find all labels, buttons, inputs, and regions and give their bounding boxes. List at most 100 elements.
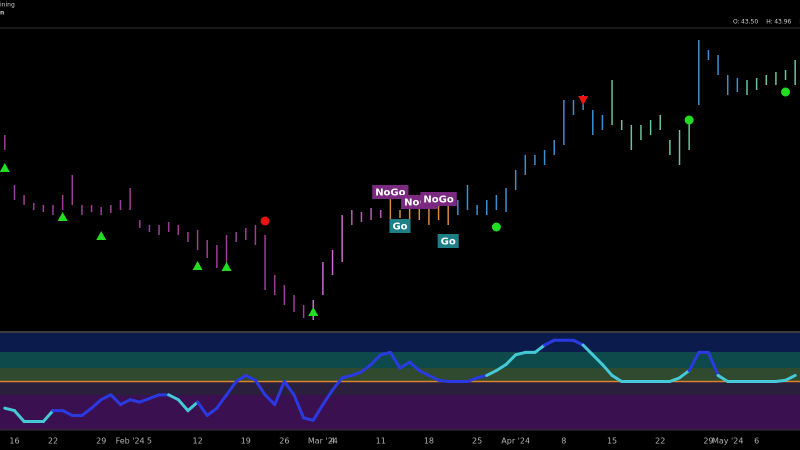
oscillator-segment: [128, 398, 142, 404]
oscillator-segment: [543, 338, 556, 347]
label-box: [389, 219, 411, 233]
oscillator-segment: [205, 406, 219, 417]
oscillator-segment: [12, 409, 26, 424]
signal-label: Go: [389, 219, 411, 233]
x-tick-label: 5: [147, 437, 152, 446]
x-tick-label: Mar '24: [308, 437, 338, 446]
oscillator-segment: [253, 378, 267, 397]
oscillator-segment: [379, 350, 392, 357]
symbol: ining: [0, 2, 15, 9]
x-tick-label: 22: [48, 437, 58, 446]
oscillator-segment: [41, 409, 55, 424]
oscillator-segment: [263, 393, 277, 407]
oscillator-segment: [427, 373, 441, 382]
x-tick-label: May '24: [712, 437, 743, 446]
oscillator-segment: [494, 363, 508, 373]
oscillator-segment: [398, 360, 412, 370]
oscillator-segment: [571, 338, 585, 347]
oscillator-segment: [475, 373, 489, 380]
indicator-bands: [0, 333, 800, 430]
x-tick-label: 15: [607, 437, 617, 446]
label-text: Go: [441, 237, 456, 248]
oscillator-segment: [196, 400, 209, 417]
x-tick-label: Apr '24: [501, 437, 530, 446]
oscillator-segment: [369, 353, 383, 367]
oscillator-segment: [282, 380, 296, 397]
x-tick-label: 6: [754, 437, 759, 446]
oscillator-segment: [350, 370, 363, 377]
oscillator-segment: [706, 350, 720, 377]
oscillator-segment: [311, 403, 325, 422]
oscillator-segment: [90, 398, 103, 410]
oscillator-segment: [514, 350, 527, 357]
oscillator-segment: [784, 373, 797, 382]
oscillator-segment: [465, 376, 479, 383]
label-text: NoGo: [404, 198, 434, 209]
x-tick-label: 12: [192, 437, 202, 446]
oscillator-segment: [591, 353, 604, 367]
signal-dot: [684, 115, 694, 125]
oscillator-segment: [408, 360, 421, 373]
label-box: [420, 192, 457, 206]
oscillator-segment: [668, 376, 682, 383]
oscillator-segment: [581, 343, 595, 357]
oscillator-segment: [716, 373, 730, 383]
oscillator-segment: [600, 363, 614, 377]
x-tick-label: 29: [96, 437, 106, 446]
signal-up: [221, 262, 232, 271]
x-tick-label: 26: [279, 437, 289, 446]
oscillator-segment: [340, 373, 354, 380]
oscillator-segment: [186, 400, 200, 413]
oscillator-segment: [80, 406, 94, 417]
oscillator-segment: [774, 378, 788, 383]
oscillator-segment: [321, 388, 335, 407]
oscillator-segment: [359, 363, 373, 374]
oscillator-segment: [485, 369, 498, 377]
signal-label: NoGo: [420, 192, 457, 206]
signal-up: [96, 231, 107, 240]
oscillator-segment: [302, 416, 315, 422]
oscillator-segment: [109, 393, 122, 407]
x-tick-label: 8: [561, 437, 566, 446]
oscillator-segment: [678, 369, 691, 380]
signal-up: [308, 307, 319, 316]
symbol-sub: n: [0, 10, 4, 17]
oscillator-segment: [167, 393, 180, 402]
label-text: Go: [392, 222, 407, 233]
x-tick-label: 16: [9, 437, 19, 446]
ohlc-key: O:: [733, 19, 740, 26]
band: [0, 395, 800, 430]
x-tick-label: 22: [655, 437, 665, 446]
oscillator-segment: [533, 343, 547, 354]
ohlc-value: 43.96: [774, 19, 791, 26]
oscillator-segment: [417, 369, 431, 377]
signal-up: [192, 261, 203, 270]
signal-dot: [260, 216, 270, 226]
oscillator-segment: [234, 373, 248, 383]
oscillator-segment: [331, 376, 344, 392]
label-box: [437, 234, 459, 248]
oscillator-segment: [225, 380, 238, 397]
label-box: [372, 185, 409, 199]
x-tick-label: 19: [241, 437, 251, 446]
band: [0, 333, 800, 352]
oscillator-segment: [244, 373, 257, 382]
band: [0, 382, 800, 395]
band: [0, 368, 800, 381]
oscillator-segment: [292, 393, 306, 420]
oscillator-segment: [176, 398, 190, 413]
oscillator-segment: [118, 398, 132, 407]
x-tick-label: 25: [472, 437, 482, 446]
x-tick-label: Feb '24: [116, 437, 145, 446]
ohlc-key: H:: [766, 19, 773, 26]
oscillator-segment: [610, 373, 624, 383]
oscillator-segment: [388, 350, 402, 370]
x-tick-label: 29: [703, 437, 713, 446]
signal-up: [0, 163, 10, 172]
oscillator-segment: [3, 406, 16, 413]
signal-label: Go: [437, 234, 459, 248]
oscillator-segment: [99, 393, 113, 402]
x-tick-label: 18: [424, 437, 434, 446]
oscillator-segment: [504, 353, 518, 367]
